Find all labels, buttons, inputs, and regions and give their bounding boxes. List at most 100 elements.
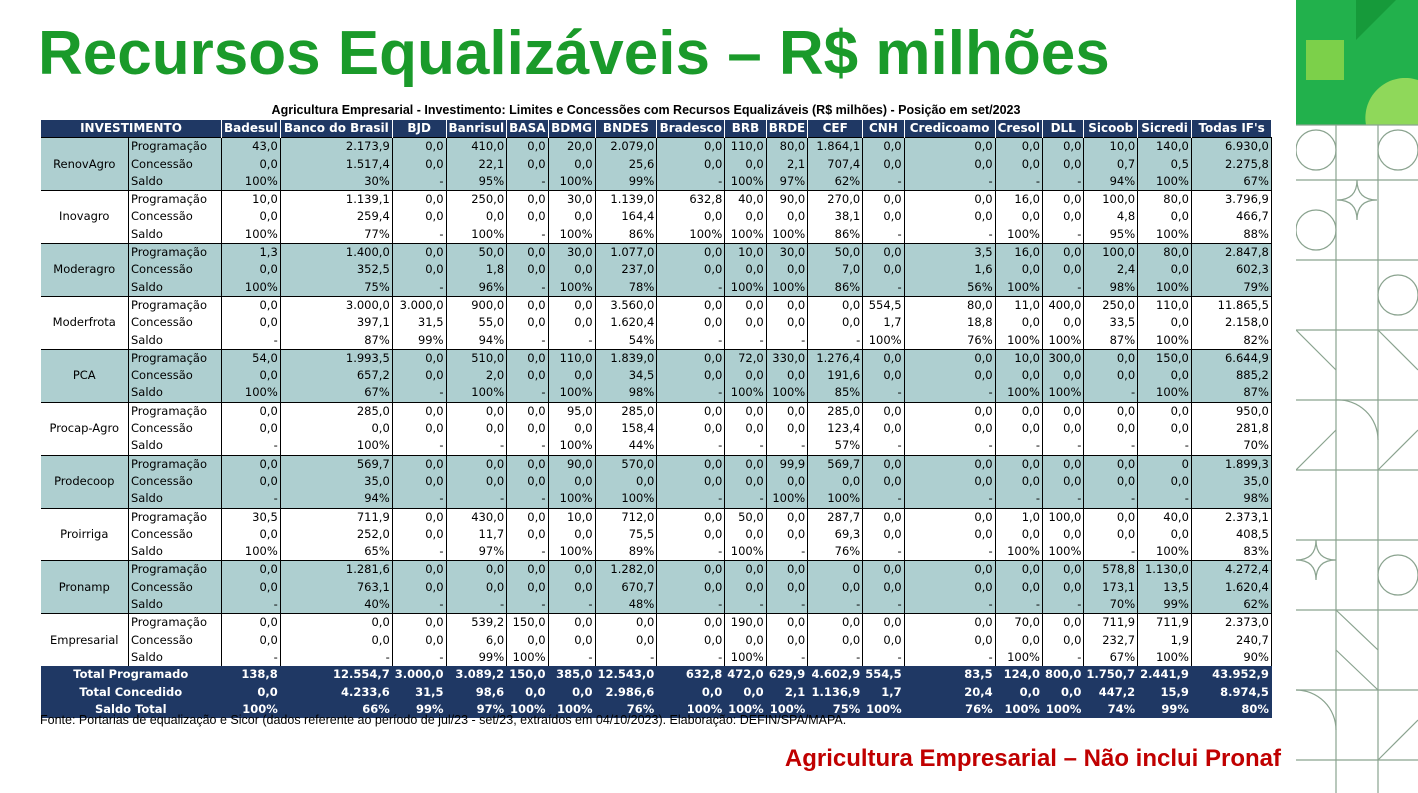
table-cell: 87% xyxy=(1191,384,1272,403)
table-cell: 285,0 xyxy=(807,401,864,421)
table-cell: 0,0 xyxy=(506,631,549,649)
table-cell: 150,0 xyxy=(1137,348,1192,368)
header-bank: Bradesco xyxy=(656,120,725,138)
table-cell: 100% xyxy=(548,490,596,509)
table-cell: 0,0 xyxy=(862,348,905,368)
table-cell: 88% xyxy=(1191,225,1272,244)
table-cell: 95% xyxy=(446,172,508,191)
table-cell: - xyxy=(1083,543,1139,561)
table-cell: - xyxy=(221,437,281,456)
total-cell: 100% xyxy=(862,700,905,719)
row-type: Programação xyxy=(128,348,222,368)
table-cell: - xyxy=(656,648,726,667)
table-cell: 0,0 xyxy=(995,401,1044,421)
table-row: Saldo 100% 77% -100% -100% 86% 100% 100% 100% 86%… xyxy=(41,225,1272,244)
table-cell: 0,0 xyxy=(506,243,549,262)
table-cell: 0,0 xyxy=(904,401,996,421)
table-cell: 57% xyxy=(807,437,864,456)
table-cell: 0,0 xyxy=(904,560,996,579)
header-bank: DLL xyxy=(1041,120,1084,138)
table-cell: - xyxy=(392,437,447,456)
table-cell: 1,3 xyxy=(221,243,281,262)
table-cell: - xyxy=(1042,172,1085,191)
table-cell: 98% xyxy=(1191,490,1272,509)
table-cell: 75,5 xyxy=(595,525,658,544)
table-cell: - xyxy=(862,490,905,509)
table-cell: 0,0 xyxy=(392,155,447,173)
table-cell: 711,9 xyxy=(280,507,393,526)
table-cell: 35,0 xyxy=(280,472,393,491)
table-cell: 6.644,9 xyxy=(1191,348,1272,368)
table-cell: 1,9 xyxy=(1137,631,1192,649)
table-cell: 100% xyxy=(724,543,767,561)
table-cell: 0,0 xyxy=(392,208,447,226)
table-row: Saldo -100% - - -100% 44% - - -57% - - - - - -70% xyxy=(41,437,1272,456)
table-cell: 164,4 xyxy=(595,208,658,226)
table-cell: - xyxy=(221,490,281,509)
table-cell: 1,6 xyxy=(904,261,996,279)
table-cell: 0,0 xyxy=(766,208,809,226)
table-row: Concessão 0,0 259,4 0,0 0,0 0,0 0,0 164,4 0,0 0,0… xyxy=(41,208,1272,226)
table-cell: 100% xyxy=(446,384,508,403)
table-cell: 80,0 xyxy=(1137,243,1192,262)
table-cell: 0,0 xyxy=(280,631,393,649)
table-cell: 18,8 xyxy=(904,314,996,332)
table-cell: 0,0 xyxy=(724,401,767,421)
table-cell: - xyxy=(1137,437,1192,456)
table-cell: 287,7 xyxy=(807,507,864,526)
total-cell: 0,0 xyxy=(548,683,596,701)
table-cell: 96% xyxy=(446,278,508,297)
table-cell: 0,0 xyxy=(506,261,549,279)
table-cell: - xyxy=(656,278,726,297)
table-cell: - xyxy=(724,490,767,509)
table-cell: - xyxy=(506,437,549,456)
table-cell: 0,0 xyxy=(904,525,996,544)
total-cell: 1.136,9 xyxy=(807,683,864,701)
table-cell: 0,0 xyxy=(446,208,508,226)
header-bank: Credicoamo xyxy=(903,120,996,138)
table-cell: 0,0 xyxy=(1042,367,1085,385)
table-cell: 237,0 xyxy=(595,261,658,279)
table-cell: 99,9 xyxy=(766,454,809,473)
table-cell: 62% xyxy=(807,172,864,191)
table-cell: 0,0 xyxy=(1042,208,1085,226)
table-cell: 25,6 xyxy=(595,155,658,173)
table-cell: 78% xyxy=(595,278,658,297)
table-cell: 70% xyxy=(1083,596,1139,614)
table-cell: - xyxy=(862,225,905,244)
header-bank: BDMG xyxy=(547,120,596,138)
table-cell: 900,0 xyxy=(446,295,508,315)
table-cell: 0 xyxy=(807,560,864,579)
total-cell: 0,0 xyxy=(724,683,767,701)
table-cell: 0,0 xyxy=(862,208,905,226)
total-cell: 100% xyxy=(766,700,809,719)
total-cell: 385,0 xyxy=(548,666,596,684)
table-cell: 0,0 xyxy=(280,613,393,632)
table-cell: 0,0 xyxy=(862,137,905,156)
table-cell: 711,9 xyxy=(1083,613,1139,632)
light-green-square xyxy=(1306,40,1344,80)
table-cell: 0,0 xyxy=(904,348,996,368)
table-cell: 40,0 xyxy=(1137,507,1192,526)
table-cell: 0,0 xyxy=(724,578,767,597)
table-cell: 554,5 xyxy=(862,295,905,315)
table-cell: 191,6 xyxy=(807,367,864,385)
table-cell: 69,3 xyxy=(807,525,864,544)
row-type: Programação xyxy=(128,243,222,262)
total-cell: 76% xyxy=(595,700,658,719)
table-cell: 0,0 xyxy=(506,578,549,597)
table-cell: 0,0 xyxy=(724,208,767,226)
table-cell: 94% xyxy=(280,490,393,509)
table-row: Saldo -87% 99% 94% - -54% - - - -100% 76% 100% 100% 8… xyxy=(41,331,1272,350)
table-cell: 0,0 xyxy=(656,367,726,385)
table-cell: - xyxy=(995,490,1044,509)
header-bank: BRB xyxy=(724,120,767,138)
table-cell: 0,0 xyxy=(807,613,864,632)
table-cell: 0,0 xyxy=(862,420,905,438)
table-cell: 0,0 xyxy=(506,137,549,156)
table-cell: 250,0 xyxy=(1083,295,1139,315)
table-cell: - xyxy=(1042,437,1085,456)
row-type: Concessão xyxy=(128,155,222,173)
table-cell: 54,0 xyxy=(221,348,281,368)
table-cell: - xyxy=(1042,278,1085,297)
